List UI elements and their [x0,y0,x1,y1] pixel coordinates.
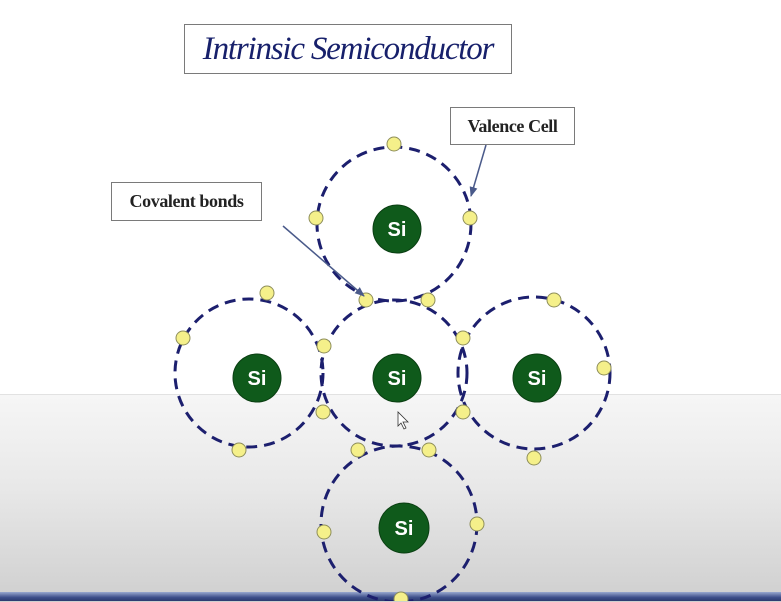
nucleus-center [372,353,422,403]
electron [175,330,191,346]
electron [469,516,485,532]
covalent-bonds-label: Covalent bonds [111,182,262,221]
electron [596,360,612,376]
electron [308,210,324,226]
electron [315,404,331,420]
electron [462,210,478,226]
nucleus-left [232,353,282,403]
electron [386,136,402,152]
nuclei [232,204,562,554]
bottom-blue-bar [0,592,781,601]
electron [455,404,471,420]
electron [546,292,562,308]
electron [231,442,247,458]
valence-cell-label: Valence Cell [450,107,575,145]
orbit-right [456,295,612,451]
electron [259,285,275,301]
valence-cell-arrow [469,144,487,197]
orbit-left [173,297,325,449]
nucleus-right [512,353,562,403]
atom-label-top: Si [388,219,407,241]
cursor-icon [397,411,409,430]
electron [526,450,542,466]
atom-label-bottom: Si [395,518,414,540]
electron [350,442,366,458]
nucleus-top [372,204,422,254]
nucleus-bottom [378,502,430,554]
covalent-bonds-arrow [282,225,365,297]
bottom-gradient-band [0,394,781,602]
electron [420,292,436,308]
atom-label-center: Si [388,368,407,390]
electron [455,330,471,346]
electron [421,442,437,458]
electron [316,338,332,354]
page-title: Intrinsic Semiconductor [202,30,495,67]
title-box: Intrinsic Semiconductor [184,24,512,74]
electron [316,524,332,540]
electron [393,591,409,601]
atom-label-right: Si [528,368,547,390]
electron [358,292,374,308]
atom-label-left: Si [248,368,267,390]
electrons [175,136,612,601]
